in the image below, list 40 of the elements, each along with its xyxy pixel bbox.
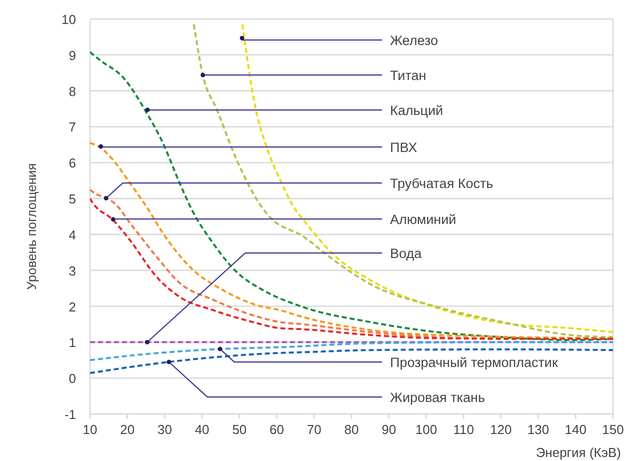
annotation: Прозрачный термопластик (390, 355, 558, 370)
y-tick-label: 5 (68, 192, 76, 207)
x-tick-label: 130 (527, 422, 550, 437)
y-tick-label: -1 (64, 407, 76, 422)
x-tick-label: 50 (232, 422, 247, 437)
x-tick-label: 110 (453, 422, 474, 437)
line-series (90, 348, 613, 374)
x-tick-label: 80 (344, 422, 359, 437)
x-tick-label: 90 (382, 422, 396, 437)
x-tick-label: 120 (490, 422, 512, 437)
x-axis-title: Энергия (КэВ) (536, 445, 621, 460)
annotation: ПВХ (390, 140, 418, 155)
annotation: Жировая ткань (390, 390, 485, 405)
x-tick-label: 30 (157, 422, 172, 437)
y-tick-label: 0 (68, 371, 76, 386)
x-tick-label: 70 (306, 422, 322, 437)
annotation: Алюминий (390, 212, 456, 227)
y-tick-label: 3 (68, 263, 76, 278)
annotation: Кальций (390, 103, 444, 118)
annotation: Вода (390, 246, 422, 261)
x-tick-label: 10 (82, 422, 98, 437)
y-tick-label: 4 (68, 227, 76, 242)
annotation: Трубчатая Кость (390, 176, 494, 191)
annotation: Железо (390, 33, 438, 48)
annotation: Титан (390, 68, 426, 83)
y-tick-label: 8 (68, 84, 76, 99)
y-tick-label: 10 (62, 12, 76, 27)
x-tick-label: 100 (415, 422, 438, 437)
y-tick-label: 6 (68, 156, 76, 171)
x-tick-label: 40 (194, 422, 210, 437)
y-tick-label: 7 (68, 120, 76, 135)
y-tick-label: 9 (68, 48, 76, 63)
x-tick-label: 60 (270, 422, 284, 437)
y-tick-label: 2 (68, 299, 76, 314)
y-tick-label: 1 (68, 335, 76, 350)
line-series (90, 142, 613, 340)
y-axis-title: Уровень поглощения (24, 163, 39, 290)
x-tick-label: 20 (120, 422, 135, 437)
x-tick-label: 140 (564, 422, 586, 437)
x-tick-label: 150 (602, 422, 624, 437)
